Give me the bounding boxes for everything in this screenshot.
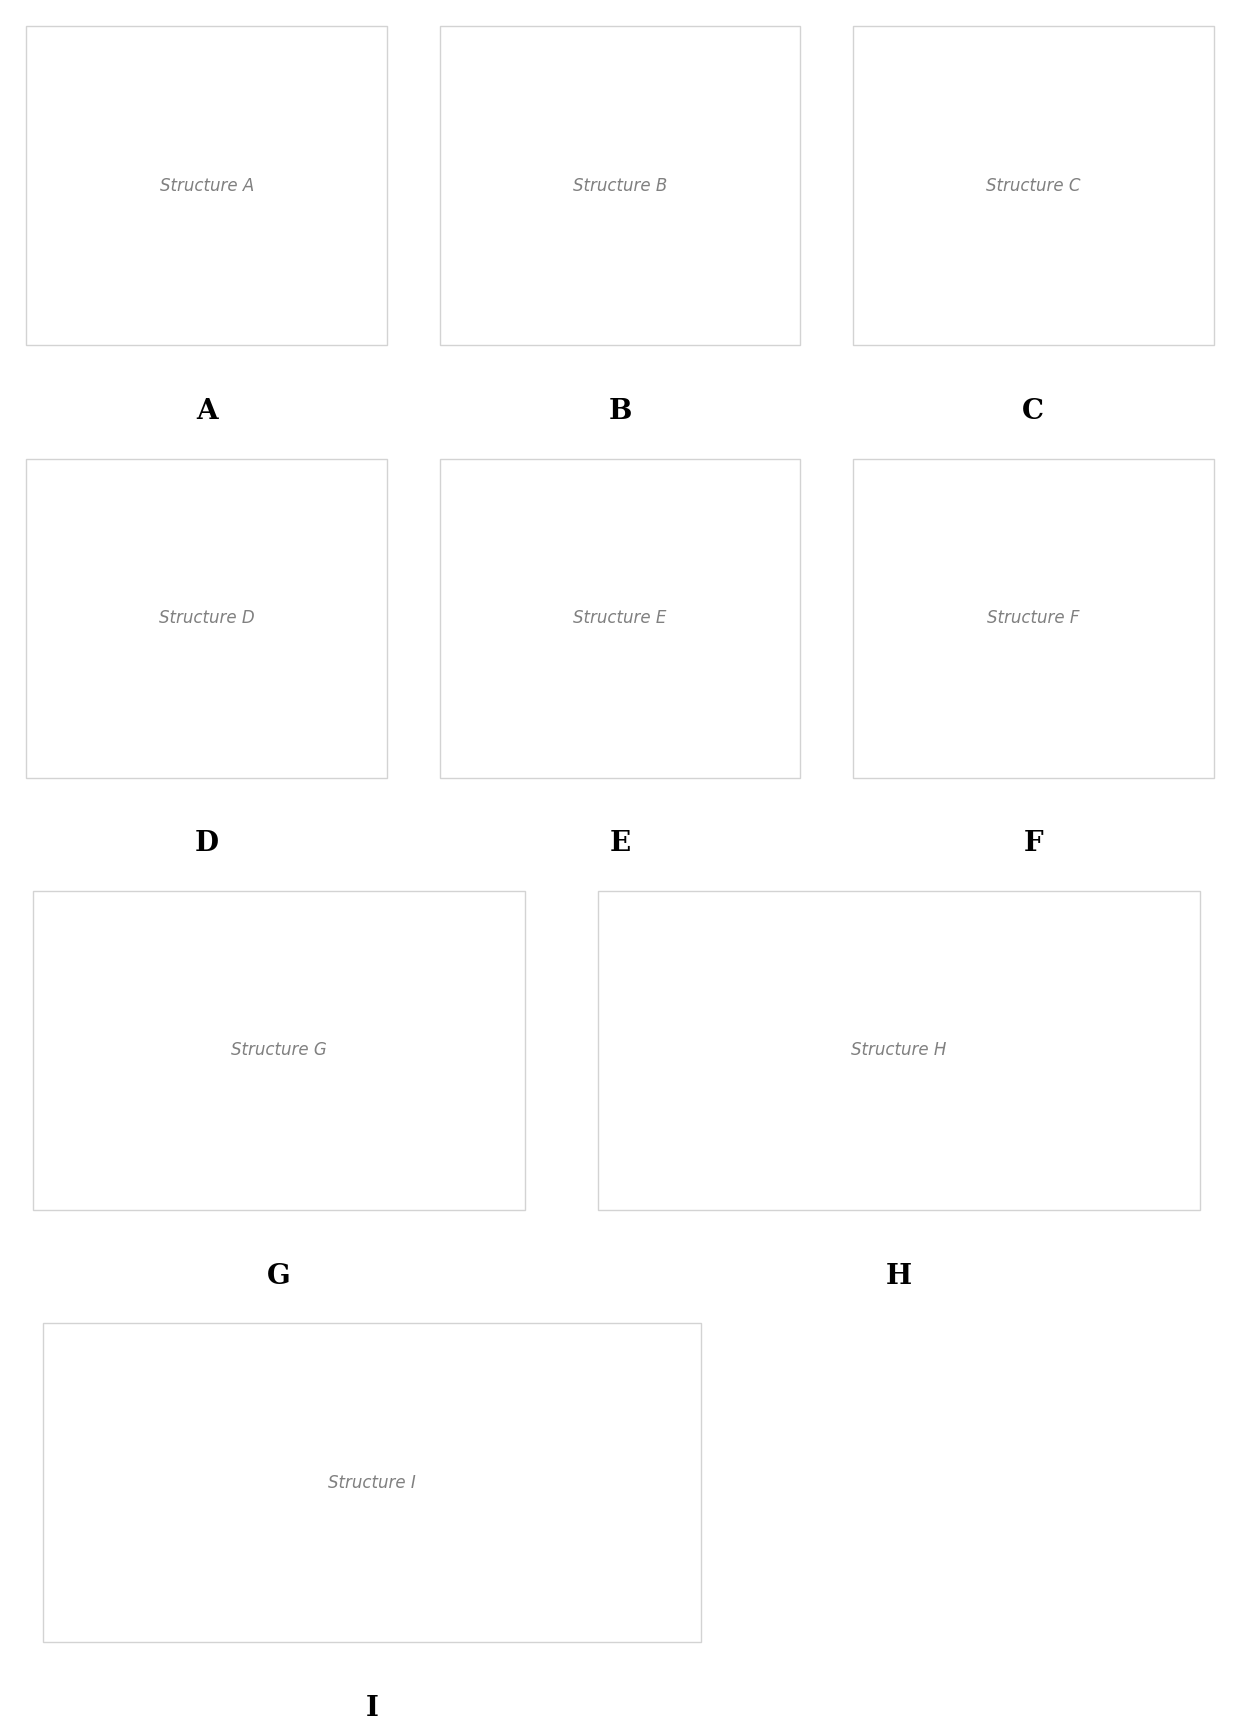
Text: Structure F: Structure F (987, 609, 1080, 628)
Text: Structure C: Structure C (986, 176, 1080, 195)
Text: Structure E: Structure E (573, 609, 667, 628)
Text: Structure B: Structure B (573, 176, 667, 195)
Text: Structure G: Structure G (231, 1041, 327, 1060)
Text: Structure I: Structure I (329, 1473, 415, 1492)
Text: A: A (196, 398, 217, 425)
Text: D: D (195, 830, 218, 858)
Text: G: G (267, 1262, 291, 1290)
Text: F: F (1023, 830, 1043, 858)
Text: B: B (609, 398, 631, 425)
Text: I: I (366, 1694, 378, 1722)
Text: Structure D: Structure D (159, 609, 254, 628)
Text: Structure H: Structure H (852, 1041, 946, 1060)
Text: E: E (609, 830, 631, 858)
Text: H: H (885, 1262, 913, 1290)
Text: Structure A: Structure A (160, 176, 254, 195)
Text: C: C (1022, 398, 1044, 425)
